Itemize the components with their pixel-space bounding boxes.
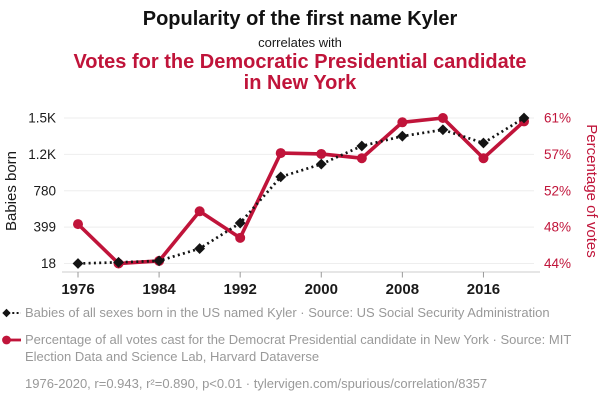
data-series — [72, 112, 530, 269]
right-axis-title: Percentage of votes — [583, 124, 600, 257]
svg-text:18: 18 — [41, 256, 56, 271]
legend-item-votes: Percentage of all votes cast for the Dem… — [2, 331, 582, 366]
svg-text:1976: 1976 — [61, 281, 94, 298]
gridlines — [64, 117, 534, 264]
legend-item-babies: Babies of all sexes born in the US named… — [2, 304, 582, 322]
stats-line: 1976-2020, r=0.943, r²=0.890, p<0.01 · t… — [25, 375, 488, 391]
left-axis-title: Babies born — [3, 151, 20, 231]
svg-text:48%: 48% — [544, 220, 571, 235]
correlates-with-text: correlates with — [258, 35, 342, 50]
black-diamond-dashed-line-icon — [2, 308, 21, 318]
tick-labels: 1976 1984 1992 2000 2008 2016 18 399 780 1.2K 1.5K… — [28, 111, 571, 299]
svg-text:1.2K: 1.2K — [28, 147, 56, 162]
svg-text:1992: 1992 — [223, 281, 256, 298]
svg-text:52%: 52% — [544, 183, 571, 198]
svg-text:399: 399 — [33, 220, 56, 235]
svg-text:2000: 2000 — [305, 281, 338, 298]
legend-label-babies: Babies of all sexes born in the US named… — [25, 305, 550, 320]
svg-text:61%: 61% — [544, 111, 571, 126]
svg-text:57%: 57% — [544, 147, 571, 162]
legend: Babies of all sexes born in the US named… — [2, 304, 582, 392]
chart-title: Popularity of the first name Kyler — [142, 8, 458, 30]
red-circle-solid-line-icon — [2, 335, 21, 344]
svg-text:2008: 2008 — [386, 281, 419, 298]
chart-canvas: 1976 1984 1992 2000 2008 2016 18 399 780 1.2K 1.5K… — [3, 111, 600, 299]
svg-text:44%: 44% — [544, 256, 571, 271]
svg-text:780: 780 — [33, 183, 56, 198]
chart-header: Popularity of the first name Kyler corre… — [0, 8, 600, 94]
legend-label-votes: Percentage of all votes cast for the Dem… — [25, 331, 572, 365]
svg-text:1.5K: 1.5K — [28, 111, 56, 126]
correlated-subtitle: Votes for the Democratic Presidential ca… — [73, 51, 527, 94]
svg-text:2016: 2016 — [467, 281, 500, 298]
x-axis — [62, 271, 540, 278]
svg-text:1984: 1984 — [142, 281, 176, 298]
